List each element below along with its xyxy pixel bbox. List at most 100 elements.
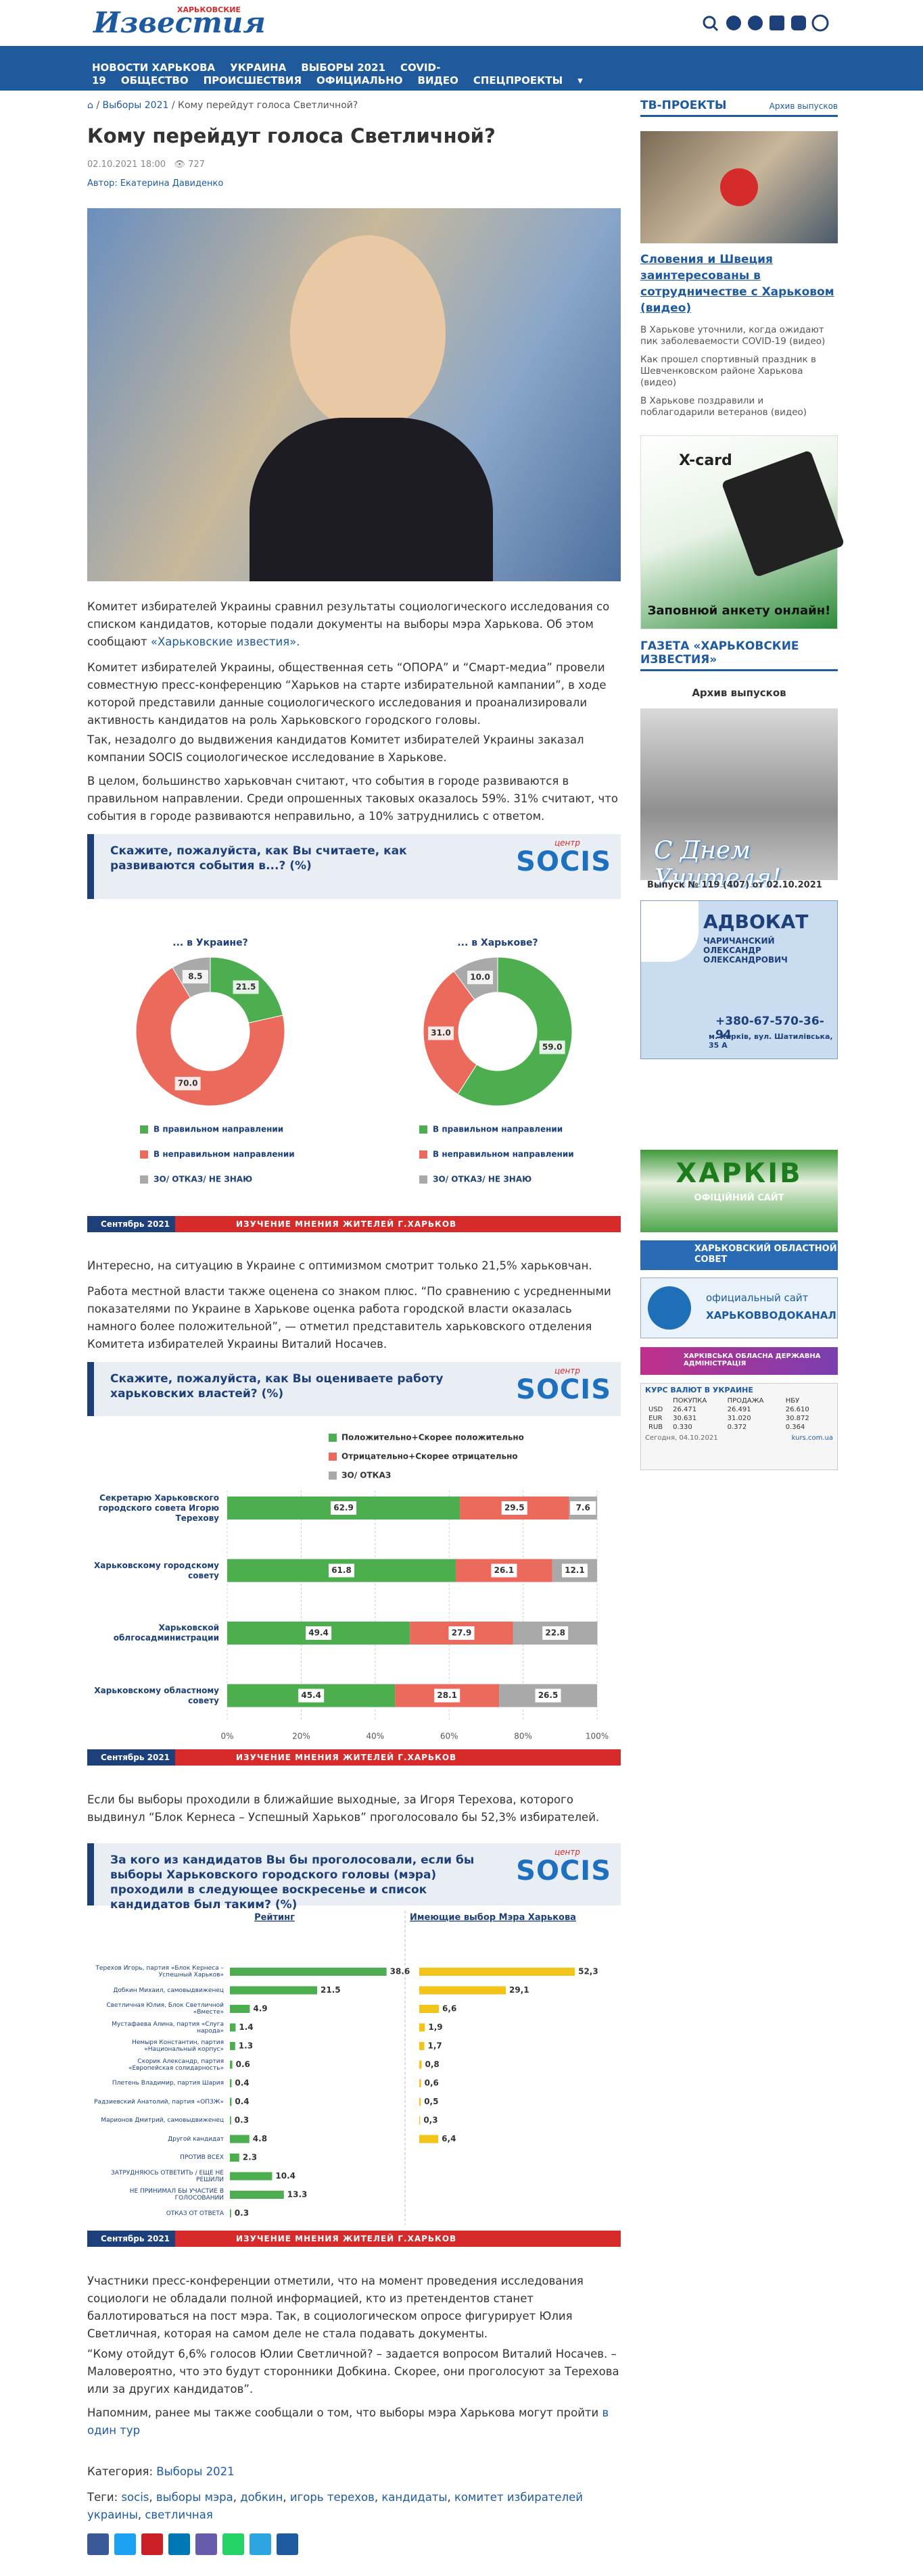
chart-header: За кого из кандидатов Вы бы проголосовал… <box>87 1843 621 1912</box>
nav-item[interactable]: ОФИЦИАЛЬНО <box>316 74 403 87</box>
logo[interactable]: Известия <box>93 6 266 39</box>
newspaper-archive[interactable]: Архив выпусков <box>692 687 786 699</box>
currency-cell: 0.372 <box>727 1424 747 1431</box>
value-label: 0,5 <box>424 2097 438 2106</box>
legend-swatch <box>140 1175 148 1184</box>
nav-item[interactable]: ОБЩЕСТВО <box>120 74 189 87</box>
share-facebook[interactable] <box>87 2533 109 2555</box>
y-tick-label: Радзиевский Анатолий, партия «ОПЗЖ» <box>94 2098 224 2106</box>
y-tick-label: НЕ ПРИНИМАЛ БЫ УЧАСТИЕ В ГОЛОСОВАНИИ <box>129 2188 224 2202</box>
bar <box>230 2005 250 2013</box>
issue: Выпуск № 119 (407) от 02.10.2021 <box>647 880 822 890</box>
legend-swatch <box>329 1472 337 1480</box>
share-pinterest[interactable] <box>141 2533 163 2555</box>
tag[interactable]: светличная <box>145 2508 213 2521</box>
breadcrumb-link[interactable]: Выборы 2021 <box>102 100 169 111</box>
search-icon[interactable] <box>703 16 716 29</box>
bar <box>230 2135 250 2143</box>
legend-label: ЗО/ ОТКАЗ/ НЕ ЗНАЮ <box>153 1175 252 1184</box>
bar <box>230 1968 387 1976</box>
archive-link[interactable]: Архив выпусков <box>769 101 838 111</box>
share-telegram[interactable] <box>250 2533 271 2555</box>
ad-title: АДВОКАТ <box>703 910 809 933</box>
legend-label: В правильном направлении <box>433 1125 563 1134</box>
paragraph-link[interactable]: в один тур <box>87 2406 609 2437</box>
chart-title: За кого из кандидатов Вы бы проголосовал… <box>110 1853 475 1912</box>
y-tick-label: Секретарю Харьковского городского совета… <box>98 1492 219 1523</box>
nav-item[interactable]: НОВОСТИ ХАРЬКОВА <box>92 62 216 74</box>
tag[interactable]: выборы мэра <box>156 2491 233 2504</box>
bar <box>419 2097 421 2106</box>
bar <box>230 2209 231 2218</box>
label-bg <box>174 1077 201 1091</box>
value-label: 0,3 <box>423 2116 437 2125</box>
share-linkedin[interactable] <box>168 2533 190 2555</box>
value-label: 1,7 <box>427 2041 442 2051</box>
value-label: 1,9 <box>428 2022 442 2032</box>
y-tick-label: Другой кандидат <box>168 2135 224 2143</box>
chart-title: Скажите, пожалуйста, как Вы оцениваете р… <box>110 1372 444 1401</box>
logo-top: ХАРЬКОВСКИЕ <box>177 5 241 14</box>
label-bg <box>434 1688 460 1703</box>
nav-item[interactable]: УКРАИНА <box>230 62 287 74</box>
nav-item[interactable]: ПРОИСШЕСТВИЯ <box>203 74 302 87</box>
chart-plot: 0% 20% 40% 60% 80% 100% Положительно+Скорее по… <box>220 1433 609 1741</box>
value-label: 52,3 <box>578 1967 598 1976</box>
value-label: 29,1 <box>509 1985 529 1995</box>
article-photo <box>87 208 621 581</box>
vodokanal-banner[interactable]: официальный сайт ХАРЬКОВВОДОКАНАЛ <box>640 1278 838 1338</box>
share-twitter[interactable] <box>114 2533 136 2555</box>
legend-swatch <box>329 1453 337 1461</box>
tag[interactable]: игорь терехов <box>289 2491 375 2504</box>
x-tick-label: 0% <box>220 1732 233 1741</box>
label-bg <box>329 1563 355 1578</box>
telegram-icon[interactable] <box>748 16 763 30</box>
oblsovet-banner[interactable]: ХАРЬКОВСКИЙ ОБЛАСТНОЙ СОВЕТ <box>640 1240 838 1270</box>
nav-item[interactable]: ВИДЕО <box>417 74 458 87</box>
breadcrumb: ⌂ / Выборы 2021 / Кому перейдут голоса С… <box>87 100 358 111</box>
kharkiv-banner[interactable]: ХАРКІВ ОФІЦІЙНИЙ САЙТ <box>640 1150 838 1232</box>
share-viber[interactable] <box>195 2533 217 2555</box>
donut-slice <box>457 956 573 1107</box>
bar <box>230 2191 284 2199</box>
currency-header: НБУ <box>785 1397 800 1405</box>
value-label: 6,4 <box>442 2134 456 2143</box>
tag[interactable]: socis <box>121 2491 149 2504</box>
legend-swatch <box>419 1150 427 1159</box>
rss-icon[interactable] <box>770 16 784 30</box>
currency-source[interactable]: kurs.com.ua <box>791 1434 833 1442</box>
ad-phone: +380-67-570-36-94 <box>715 1015 824 1042</box>
y-tick-label: Марионов Дмитрий, самовыдвиженец <box>101 2117 224 2124</box>
bar <box>230 2023 236 2032</box>
nav-item[interactable]: COVID-19 <box>92 62 441 87</box>
tag[interactable]: комитет избирателей украины <box>87 2491 583 2521</box>
viber-icon[interactable] <box>811 14 829 32</box>
tag[interactable]: кандидаты <box>381 2491 448 2504</box>
video-item[interactable]: В Харькове поздравили и поблагодарили ве… <box>640 395 807 418</box>
paragraph-link[interactable]: «Харьковские известия». <box>150 635 300 648</box>
instagram-icon[interactable] <box>791 16 806 30</box>
y-tick-label: ПРОТИВ ВСЕХ <box>180 2154 224 2161</box>
video-headline[interactable]: Словения и Швеция заинтересованы в сотру… <box>640 253 834 315</box>
x-tick-label: 60% <box>440 1732 458 1741</box>
video-item[interactable]: Как прошел спортивный праздник в Шевченк… <box>640 354 816 388</box>
y-tick-label: Добкин Михаил, самовыдвиженец <box>113 1987 224 1994</box>
share-more[interactable] <box>277 2533 298 2555</box>
facebook-icon[interactable] <box>726 16 741 30</box>
category-link[interactable]: Выборы 2021 <box>156 2465 235 2478</box>
video-item[interactable]: В Харькове уточнили, когда ожидают пик з… <box>640 324 826 347</box>
newspaper-cover[interactable]: С Днем Учителя! <box>640 708 838 892</box>
ad-banner[interactable]: АДВОКАТ ЧАРИЧАНСКИЙ ОЛЕКСАНДР ОЛЕКСАНДРО… <box>640 900 838 1059</box>
brand-top: центр <box>554 1847 580 1857</box>
share-whatsapp[interactable] <box>222 2533 244 2555</box>
y-tick-label: Харьковскому областному совету <box>94 1685 219 1705</box>
tag[interactable]: добкин <box>240 2491 283 2504</box>
video-thumbnail[interactable] <box>640 131 838 243</box>
nav-item[interactable]: СПЕЦПРОЕКТЫ <box>473 74 563 87</box>
value-label: 62.9 <box>333 1503 354 1513</box>
xcard-cta: Заповнюй анкету онлайн! <box>647 604 831 618</box>
oda-banner[interactable]: ХАРКІВСЬКА ОБЛАСНА ДЕРЖАВНА АДМІНІСТРАЦІ… <box>640 1347 838 1375</box>
value-label: 21.5 <box>321 1985 341 1995</box>
nav-item[interactable]: ВЫБОРЫ 2021 <box>301 62 385 74</box>
xcard-banner[interactable]: X-card Заповнюй анкету онлайн! <box>640 435 845 629</box>
